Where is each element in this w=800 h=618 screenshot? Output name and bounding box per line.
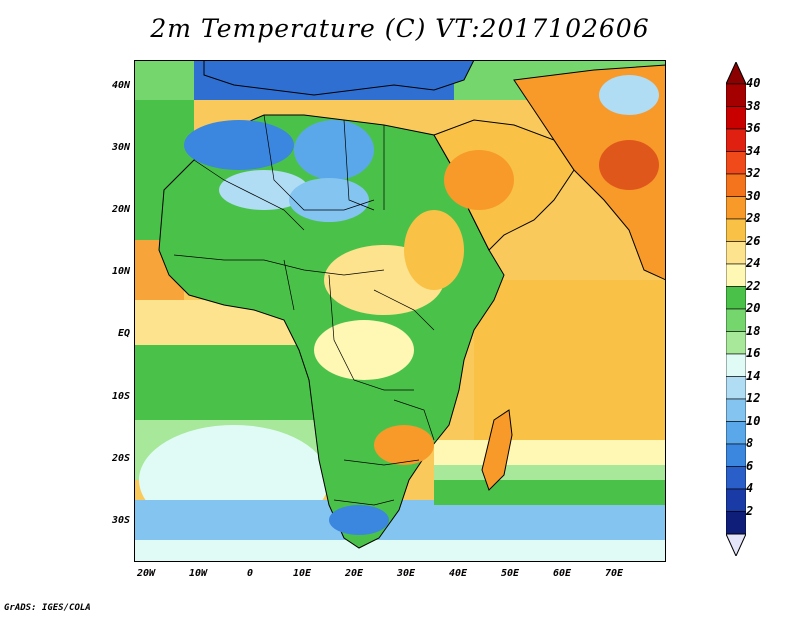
colorbar-label: 12 [746, 391, 761, 405]
colorbar-swatch [726, 331, 746, 355]
colorbar-swatch [726, 83, 746, 107]
lon-label-40e: 40E [448, 568, 468, 579]
colorbar-label: 6 [746, 458, 754, 473]
colorbar-label: 2 [746, 503, 754, 518]
south-africa-cool-area [329, 505, 389, 535]
lon-label-10e: 10E [292, 568, 312, 579]
madagascar [481, 409, 513, 491]
far-south-zone [134, 540, 666, 562]
country-borders [173, 114, 435, 506]
south-asia-landmass [513, 64, 666, 281]
chad-cool-area [289, 178, 369, 222]
colorbar-bottom-arrow [726, 533, 746, 556]
lon-label-20w: 20W [136, 568, 156, 579]
arabia-hot-area [444, 150, 514, 210]
lat-label-30n: 30N [111, 142, 130, 153]
lon-label-30e: 30E [396, 568, 416, 579]
europe-landmass [203, 60, 475, 96]
colorbar-swatch [726, 241, 746, 265]
central-africa-area [314, 320, 414, 380]
atlas-cold-area [184, 120, 294, 170]
lat-label-20n: 20N [111, 204, 130, 215]
map-title: 2m Temperature (C) VT:2017102606 [150, 14, 650, 43]
colorbar-label: 4 [746, 481, 754, 495]
colorbar-swatch [726, 286, 746, 310]
colorbar-swatch [726, 151, 746, 175]
sahara-cool-area [219, 170, 309, 210]
ethiopia-warm-area [404, 210, 464, 290]
colorbar-label: 14 [746, 368, 761, 383]
footer-credit: GrADS: IGES/COLA [4, 603, 91, 613]
indian-green-band-2 [434, 480, 666, 505]
colorbar-label: 8 [746, 436, 754, 450]
colorbar-label: 34 [746, 143, 761, 158]
colorbar-swatch [726, 128, 746, 152]
lon-label-0: 0 [246, 568, 254, 579]
lon-label-50e: 50E [500, 568, 520, 579]
colorbar-swatch [726, 511, 746, 535]
colorbar-label: 22 [746, 278, 761, 293]
colorbar-swatch [726, 218, 746, 242]
colorbar-label: 18 [746, 323, 761, 338]
colorbar-label: 38 [746, 98, 761, 113]
colorbar-label: 16 [746, 346, 761, 360]
lon-label-20e: 20E [344, 568, 364, 579]
colorbar-label: 30 [746, 188, 761, 203]
colorbar-swatch [726, 263, 746, 287]
colorbar-label: 36 [746, 121, 761, 135]
lat-label-10n: 10N [111, 266, 130, 277]
colorbar-swatch [726, 173, 746, 197]
libya-cool-area [294, 120, 374, 180]
colorbar-swatch [726, 196, 746, 220]
temperature-map [134, 60, 666, 562]
lat-label-eq: EQ [117, 328, 130, 339]
colorbar-top-arrow [726, 62, 746, 85]
colorbar-label: 32 [746, 166, 761, 180]
colorbar-swatch [726, 376, 746, 400]
map-frame [134, 60, 666, 562]
lon-label-60e: 60E [552, 568, 572, 579]
colorbar-swatch [726, 443, 746, 467]
colorbar [726, 62, 746, 556]
lon-label-70e: 70E [604, 568, 624, 579]
colorbar-label: 24 [746, 256, 761, 270]
colorbar-swatch [726, 488, 746, 512]
lat-label-10s: 10S [111, 391, 130, 402]
colorbar-label: 28 [746, 211, 761, 225]
himalaya-cold-area [599, 75, 659, 115]
lat-label-20s: 20S [111, 453, 130, 464]
colorbar-label: 40 [746, 76, 761, 90]
colorbar-swatch [726, 308, 746, 332]
colorbar-swatch [726, 466, 746, 490]
colorbar-swatch [726, 353, 746, 377]
south-atlantic-green [134, 345, 334, 420]
colorbar-swatch [726, 106, 746, 130]
lon-label-10w: 10W [188, 568, 208, 579]
lat-label-40n: 40N [111, 80, 130, 91]
colorbar-swatch [726, 398, 746, 422]
colorbar-swatches [726, 83, 746, 535]
colorbar-label: 26 [746, 233, 761, 248]
colorbar-label: 10 [746, 413, 761, 428]
lat-label-30s: 30S [111, 515, 130, 526]
zambezi-warm-area [374, 425, 434, 465]
pakistan-hot-area [599, 140, 659, 190]
colorbar-swatch [726, 421, 746, 445]
indian-yellow-band [434, 440, 666, 465]
colorbar-label: 20 [746, 301, 761, 315]
